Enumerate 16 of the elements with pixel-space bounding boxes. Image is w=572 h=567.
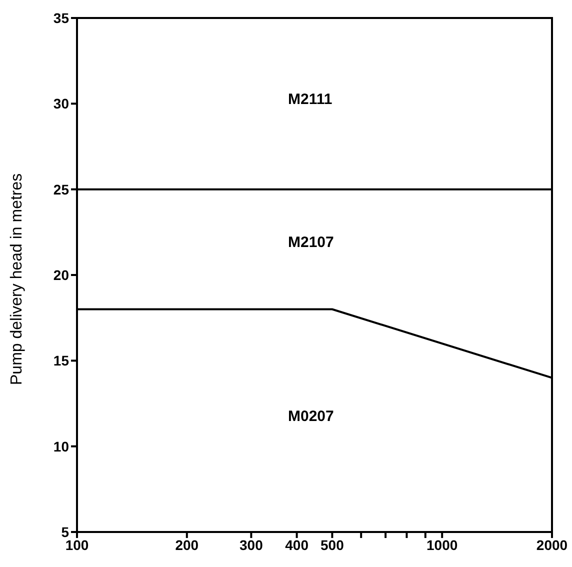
x-tick-label: 200	[175, 536, 199, 553]
annotation: M0207	[288, 408, 334, 425]
y-tick-label: 35	[53, 10, 70, 26]
y-tick-label: 10	[53, 438, 70, 454]
annotation: M2107	[288, 234, 334, 251]
x-tick-label: 2000	[536, 536, 568, 553]
x-tick-label: 500	[320, 536, 344, 553]
annotation: M2111	[288, 91, 332, 108]
x-tick-label: 300	[240, 536, 264, 553]
y-tick-label: 15	[53, 352, 70, 369]
y-axis-title: Pump delivery head in metres	[8, 173, 26, 385]
y-tick-label: 25	[53, 181, 70, 198]
y-tick-label: 30	[53, 96, 70, 112]
x-tick-label: 1000	[426, 536, 458, 553]
x-tick-label: 400	[285, 536, 309, 553]
y-tick-label: 20	[53, 266, 70, 283]
